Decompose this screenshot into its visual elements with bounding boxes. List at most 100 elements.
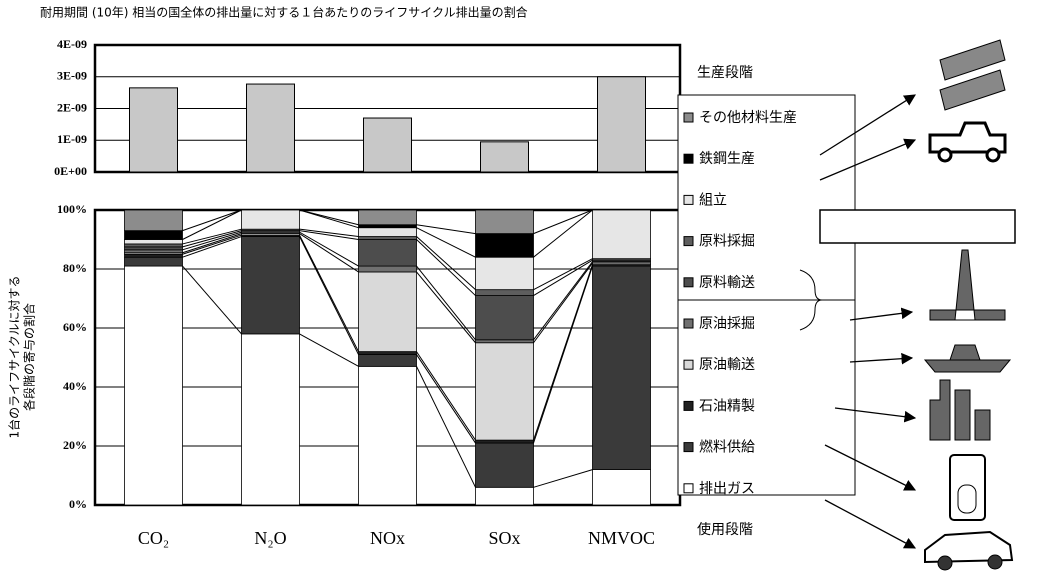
connector	[416, 271, 476, 344]
connector	[182, 233, 242, 254]
connector	[299, 236, 359, 355]
y-axis-label: 各段階の寄与の割合	[22, 303, 37, 411]
bar-segment	[592, 469, 651, 506]
connector	[533, 262, 593, 344]
callout-box	[819, 209, 1016, 244]
bar-segment	[358, 227, 417, 237]
y-tick-label: 40%	[63, 379, 87, 393]
legend-swatch	[683, 400, 694, 411]
y-tick-label: 4E-09	[57, 37, 87, 51]
legend-swatch	[683, 277, 694, 288]
x-tick-label: SOx	[488, 528, 520, 548]
legend-label: 排出ガス	[699, 481, 755, 497]
legend-label: 石油精製	[699, 398, 755, 414]
bar	[597, 76, 646, 173]
connector	[299, 209, 359, 226]
bar-segment	[475, 339, 534, 344]
connector	[416, 236, 476, 291]
connector	[182, 265, 242, 335]
connector	[416, 351, 476, 441]
y-axis-label: 1台のライフサイクルに対する	[7, 275, 22, 438]
bar	[480, 141, 529, 173]
connector	[533, 259, 593, 296]
car-icon	[924, 530, 1014, 564]
connector	[182, 209, 242, 240]
bar-segment	[475, 439, 534, 444]
bar-segment	[358, 239, 417, 267]
legend-swatch	[683, 483, 694, 494]
bar-segment	[124, 265, 183, 506]
bar-segment	[124, 209, 183, 232]
bar	[246, 83, 295, 173]
bar-segment	[241, 236, 300, 335]
bar-segment	[475, 209, 534, 235]
bar-segment	[475, 233, 534, 258]
annotation: 使用段階	[697, 521, 753, 538]
bar-segment	[124, 253, 183, 258]
y-tick-label: 2E-09	[57, 100, 87, 114]
bar-segment	[358, 365, 417, 506]
bar-segment	[358, 354, 417, 367]
legend-label: その他材料生産	[699, 110, 797, 126]
x-tick-label: N₂O	[254, 528, 286, 548]
y-tick-label: 0%	[69, 497, 87, 511]
chart-title: 耐用期間 (10年) 相当の国全体の排出量に対する１台あたりのライフサイクル排出…	[40, 5, 528, 20]
ship-icon	[923, 344, 1012, 373]
connector	[533, 265, 593, 444]
bar-segment	[124, 256, 183, 267]
connector	[416, 354, 476, 444]
bar-segment	[124, 246, 183, 251]
y-tick-label: 20%	[63, 438, 87, 452]
bar-segment	[358, 224, 417, 229]
brace	[799, 269, 823, 331]
x-tick-label: CO₂	[138, 528, 169, 548]
bar-segment	[592, 265, 651, 470]
bar-segment	[124, 239, 183, 245]
connector	[416, 227, 476, 258]
legend-swatch	[683, 112, 694, 123]
bar-segment	[358, 351, 417, 355]
connector	[299, 233, 359, 273]
bar-segment	[358, 209, 417, 226]
y-tick-label: 100%	[57, 202, 87, 216]
bar-segment	[475, 295, 534, 341]
bar-segment	[592, 209, 651, 260]
legend-swatch	[683, 194, 694, 205]
connector	[182, 236, 242, 258]
bar-segment	[358, 265, 417, 273]
bar-segment	[358, 271, 417, 353]
legend-label: 組立	[699, 192, 727, 208]
y-tick-label: 1E-09	[57, 132, 87, 146]
y-tick-label: 60%	[63, 320, 87, 334]
connector	[182, 234, 242, 255]
connector	[533, 209, 593, 235]
legend-label: 燃料供給	[699, 439, 755, 456]
connector	[416, 224, 476, 235]
legend-swatch	[683, 153, 694, 164]
y-tick-label: 80%	[63, 261, 87, 275]
connector	[182, 228, 242, 245]
connector	[182, 230, 242, 248]
connector	[182, 231, 242, 251]
connector	[533, 469, 593, 488]
legend-label: 原油輸送	[699, 357, 755, 373]
bar-segment	[475, 486, 534, 506]
y-tick-label: 0E+00	[54, 164, 87, 178]
connector	[533, 209, 593, 258]
connector	[416, 366, 476, 488]
bar-segment	[475, 256, 534, 291]
connector	[299, 234, 359, 352]
annotation: 生産段階	[697, 65, 753, 81]
connector	[416, 239, 476, 296]
legend-swatch	[683, 236, 694, 247]
x-tick-label: NMVOC	[588, 528, 655, 548]
connector	[416, 265, 476, 341]
bar-segment	[241, 209, 300, 230]
bar-segment	[124, 249, 183, 254]
connector	[299, 228, 359, 238]
bar-segment	[241, 333, 300, 506]
refinery-icon	[929, 379, 991, 441]
rig-icon	[929, 249, 1006, 321]
legend-swatch	[683, 318, 694, 329]
legend-label: 原料輸送	[699, 275, 755, 291]
